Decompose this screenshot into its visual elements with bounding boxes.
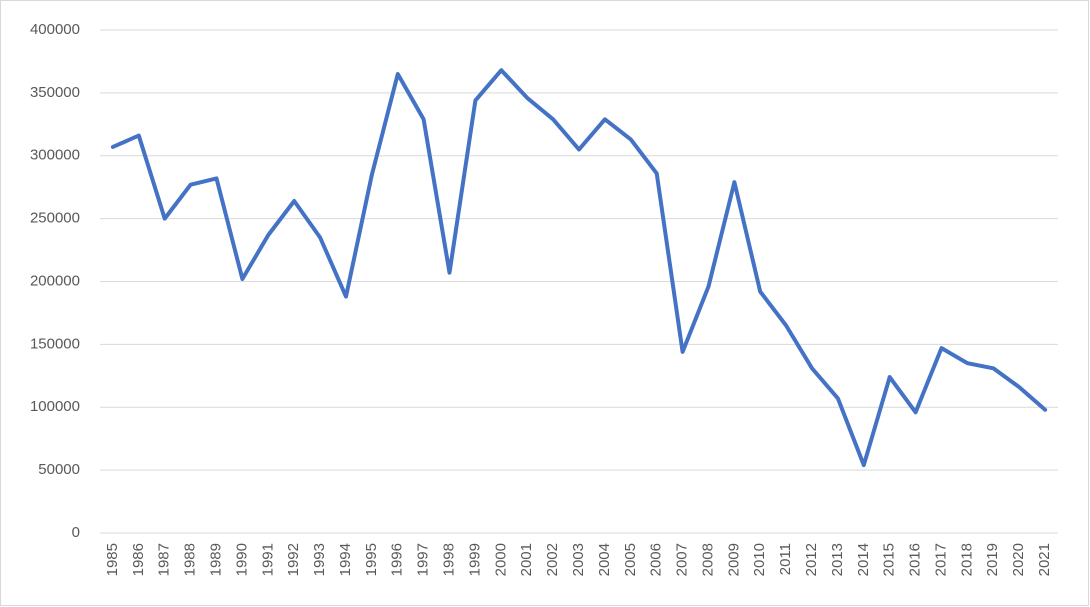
- x-tick-label: 1998: [441, 543, 458, 576]
- y-tick-label: 400000: [30, 21, 80, 38]
- x-tick-label: 1999: [466, 543, 483, 576]
- x-tick-label: 1993: [311, 543, 328, 576]
- y-tick-label: 50000: [38, 461, 80, 478]
- x-tick-label: 1990: [233, 543, 250, 576]
- x-tick-label: 2000: [492, 543, 509, 576]
- x-tick-label: 2004: [596, 543, 613, 576]
- x-tick-label: 1996: [389, 543, 406, 576]
- x-tick-label: 2014: [855, 543, 872, 576]
- x-tick-label: 2009: [725, 543, 742, 576]
- x-tick-label: 1987: [156, 543, 173, 576]
- x-tick-label: 2002: [544, 543, 561, 576]
- x-tick-label: 1991: [259, 543, 276, 576]
- x-tick-label: 2020: [1010, 543, 1027, 576]
- y-tick-label: 0: [72, 524, 80, 541]
- x-tick-label: 1985: [104, 543, 121, 576]
- x-tick-label: 1997: [415, 543, 432, 576]
- x-tick-label: 2007: [674, 543, 691, 576]
- x-tick-label: 2011: [777, 543, 794, 575]
- x-tick-label: 2006: [648, 543, 665, 576]
- data-line: [110, 68, 1048, 468]
- x-tick-label: 1988: [182, 543, 199, 576]
- y-tick-label: 150000: [30, 335, 80, 352]
- x-tick-label: 2018: [958, 543, 975, 576]
- x-tick-label: 2015: [881, 543, 898, 576]
- x-tick-label: 2010: [751, 543, 768, 576]
- y-tick-label: 250000: [30, 210, 80, 227]
- x-tick-label: 2003: [570, 543, 587, 576]
- x-tick-label: 2017: [932, 543, 949, 576]
- x-tick-label: 1992: [285, 543, 302, 576]
- x-tick-label: 2012: [803, 543, 820, 576]
- x-tick-label: 2005: [622, 543, 639, 576]
- x-tick-label: 2016: [907, 543, 924, 576]
- y-tick-label: 350000: [30, 84, 80, 101]
- x-tick-label: 1986: [130, 543, 147, 576]
- x-tick-label: 1989: [207, 543, 224, 576]
- x-tick-label: 1995: [363, 543, 380, 576]
- x-tick-label: 1994: [337, 543, 354, 576]
- x-tick-label: 2008: [699, 543, 716, 576]
- x-tick-label: 2019: [984, 543, 1001, 576]
- x-tick-label: 2013: [829, 543, 846, 576]
- x-tick-label: 2001: [518, 543, 535, 576]
- y-tick-label: 100000: [30, 398, 80, 415]
- y-tick-label: 200000: [30, 272, 80, 289]
- y-tick-label: 300000: [30, 147, 80, 164]
- x-tick-label: 2021: [1036, 543, 1053, 576]
